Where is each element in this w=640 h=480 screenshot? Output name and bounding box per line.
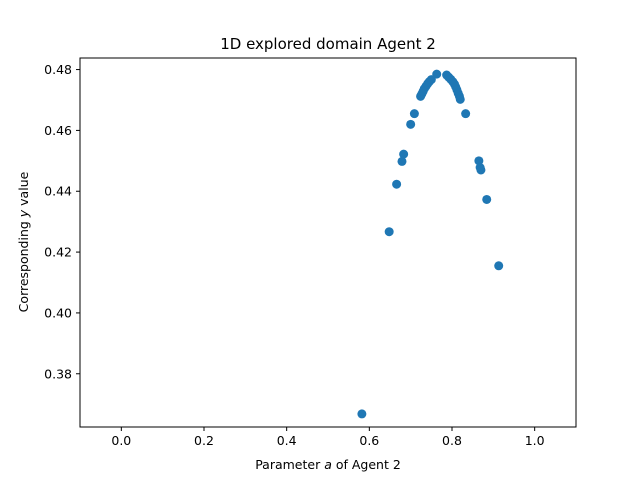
data-point-1 bbox=[384, 227, 394, 237]
y-axis-label: Corresponding y value bbox=[16, 171, 31, 312]
y-tick-label: 0.46 bbox=[44, 123, 72, 138]
data-point-3 bbox=[397, 156, 407, 166]
data-point-30 bbox=[482, 194, 492, 204]
data-point-15 bbox=[432, 69, 442, 79]
data-points bbox=[357, 69, 504, 419]
y-axis-ticks: 0.38 0.40 0.42 0.44 0.46 0.48 bbox=[44, 62, 80, 381]
data-point-2 bbox=[392, 179, 402, 189]
data-point-27 bbox=[474, 156, 484, 166]
y-tick-label: 0.42 bbox=[44, 245, 72, 260]
data-point-29 bbox=[476, 165, 486, 175]
data-point-0 bbox=[357, 409, 367, 419]
data-point-5 bbox=[406, 119, 416, 129]
axes-frame bbox=[79, 57, 577, 428]
y-tick-label: 0.48 bbox=[44, 62, 72, 77]
x-tick-label: 1.0 bbox=[525, 433, 545, 448]
x-axis-ticks: 0.0 0.2 0.4 0.6 0.8 1.0 bbox=[111, 427, 545, 448]
x-tick-label: 0.8 bbox=[442, 433, 462, 448]
y-tick-label: 0.38 bbox=[44, 366, 72, 381]
x-tick-label: 0.0 bbox=[111, 433, 131, 448]
y-tick-label: 0.40 bbox=[44, 305, 72, 320]
data-point-25 bbox=[455, 94, 465, 104]
y-tick-label: 0.44 bbox=[44, 184, 72, 199]
x-axis-label: Parameter a of Agent 2 bbox=[255, 457, 401, 472]
x-tick-label: 0.2 bbox=[194, 433, 214, 448]
data-point-4 bbox=[399, 149, 409, 159]
data-point-31 bbox=[494, 261, 504, 271]
x-tick-label: 0.6 bbox=[359, 433, 379, 448]
data-point-6 bbox=[409, 109, 419, 119]
x-tick-label: 0.4 bbox=[277, 433, 297, 448]
data-point-26 bbox=[461, 109, 471, 119]
plot-area: 0.0 0.2 0.4 0.6 0.8 1.0 0.380.400.420.440.460… bbox=[44, 57, 577, 448]
chart-title: 1D explored domain Agent 2 bbox=[220, 35, 436, 53]
